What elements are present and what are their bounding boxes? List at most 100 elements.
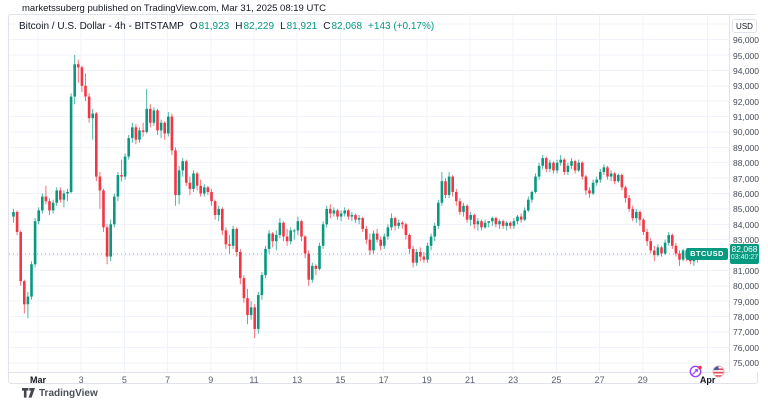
candle-body <box>545 158 548 169</box>
candle-body <box>253 307 256 329</box>
candle-body <box>199 185 202 194</box>
currency-unit-button[interactable]: USD <box>732 19 757 33</box>
candle-body <box>487 221 490 223</box>
candle-body <box>80 67 84 86</box>
candle-body <box>555 162 559 171</box>
candle-body <box>415 251 418 263</box>
candle-body <box>293 230 296 232</box>
candle-body <box>44 196 48 202</box>
candle-body <box>300 221 303 237</box>
candle-body <box>127 138 130 157</box>
crypto-event-icon[interactable] <box>689 365 702 378</box>
time-tick-day: 17 <box>378 375 389 385</box>
candle-body <box>681 250 685 260</box>
price-change: +143 (+0.17%) <box>368 21 435 32</box>
time-tick-month: Mar <box>29 375 47 385</box>
candle-body <box>192 173 195 189</box>
time-tick-day: 13 <box>292 375 303 385</box>
candle-body <box>170 116 174 151</box>
bar-countdown: 03:40:27 <box>730 254 759 261</box>
candle-body <box>336 210 339 217</box>
candle-body <box>365 228 368 240</box>
candle-body <box>134 127 138 140</box>
candlestick-chart[interactable] <box>9 15 729 372</box>
tradingview-attribution[interactable]: TradingView <box>22 388 98 399</box>
candle-body <box>523 210 526 220</box>
candle-body <box>357 218 361 220</box>
candle-body <box>217 208 220 216</box>
time-tick-day: 29 <box>637 375 648 385</box>
candle-body <box>609 173 613 177</box>
candle-body <box>105 227 109 257</box>
candle-body <box>181 161 184 171</box>
candle-body <box>404 224 408 236</box>
candle-body <box>48 201 51 211</box>
price-axis[interactable]: USD 82,068 03:40:27 96,000 95,000 94,000 93… <box>729 15 759 372</box>
candle-body <box>422 256 426 260</box>
candle-body <box>257 295 260 329</box>
candle-body <box>678 253 681 260</box>
candle-body <box>663 242 667 254</box>
candle-body <box>624 187 627 199</box>
symbol-title[interactable]: Bitcoin / U.S. Dollar - 4h - BITSTAMP <box>19 21 184 32</box>
candle-body <box>87 96 91 119</box>
price-tick-label: 81,000 <box>733 265 759 276</box>
time-tick-day: 21 <box>464 375 476 385</box>
candle-body <box>239 251 242 279</box>
price-tick-label: 91,000 <box>733 112 759 123</box>
candle-body <box>383 236 386 246</box>
candle-body <box>37 210 40 222</box>
ohlc-low: L 81,921 <box>280 21 318 32</box>
price-tick-label: 79,000 <box>733 296 759 307</box>
chart-card: Bitcoin / U.S. Dollar - 4h - BITSTAMP O … <box>8 14 759 385</box>
candle-body <box>285 236 289 242</box>
price-tick-label: 96,000 <box>733 35 759 46</box>
time-tick-day: 15 <box>335 375 346 385</box>
candle-body <box>249 307 253 316</box>
price-tick-label: 86,000 <box>733 189 759 199</box>
candle-body <box>390 218 393 228</box>
time-tick-day: 5 <box>121 375 127 385</box>
candle-body <box>552 162 555 171</box>
candle-body <box>347 210 350 217</box>
price-tick-label: 93,000 <box>733 81 759 92</box>
price-tick-label: 88,000 <box>733 158 759 169</box>
time-axis[interactable]: Mar 3 5 7 9 11 13 15 17 19 21 23 25 27 29 Apr <box>9 372 729 385</box>
candle-body <box>519 216 523 220</box>
candle-body <box>653 250 656 256</box>
candle-body <box>674 245 678 254</box>
price-tick-label: 76,000 <box>733 342 759 353</box>
candle-body <box>642 219 645 232</box>
candle-body <box>599 171 602 180</box>
candle-body <box>570 161 573 166</box>
candle-body <box>321 224 325 246</box>
candle-body <box>534 176 537 192</box>
candle-body <box>447 176 451 196</box>
candle-body <box>631 208 634 219</box>
candle-body <box>109 224 112 257</box>
candle-body <box>617 175 620 182</box>
candle-body <box>566 165 570 172</box>
candle-body <box>588 190 591 194</box>
candle-body <box>429 236 433 246</box>
candle-body <box>120 175 123 177</box>
candle-body <box>77 64 80 68</box>
candle-body <box>393 218 397 226</box>
price-tick-label: 83,000 <box>733 235 759 246</box>
candle-body <box>152 110 156 123</box>
candle-body <box>483 222 487 228</box>
candle-body <box>465 205 469 220</box>
candle-body <box>473 215 476 225</box>
candle-body <box>41 196 44 211</box>
us-economic-event-icon[interactable] <box>712 365 725 378</box>
candle-body <box>246 298 249 316</box>
candle-body <box>195 173 199 186</box>
candle-body <box>419 251 422 257</box>
candle-body <box>62 193 66 200</box>
candle-body <box>635 211 638 219</box>
candle-body <box>267 233 271 249</box>
candle-body <box>95 113 98 177</box>
candle-body <box>282 222 285 237</box>
chart-legend: Bitcoin / U.S. Dollar - 4h - BITSTAMP O … <box>19 21 434 32</box>
candle-body <box>649 241 652 251</box>
